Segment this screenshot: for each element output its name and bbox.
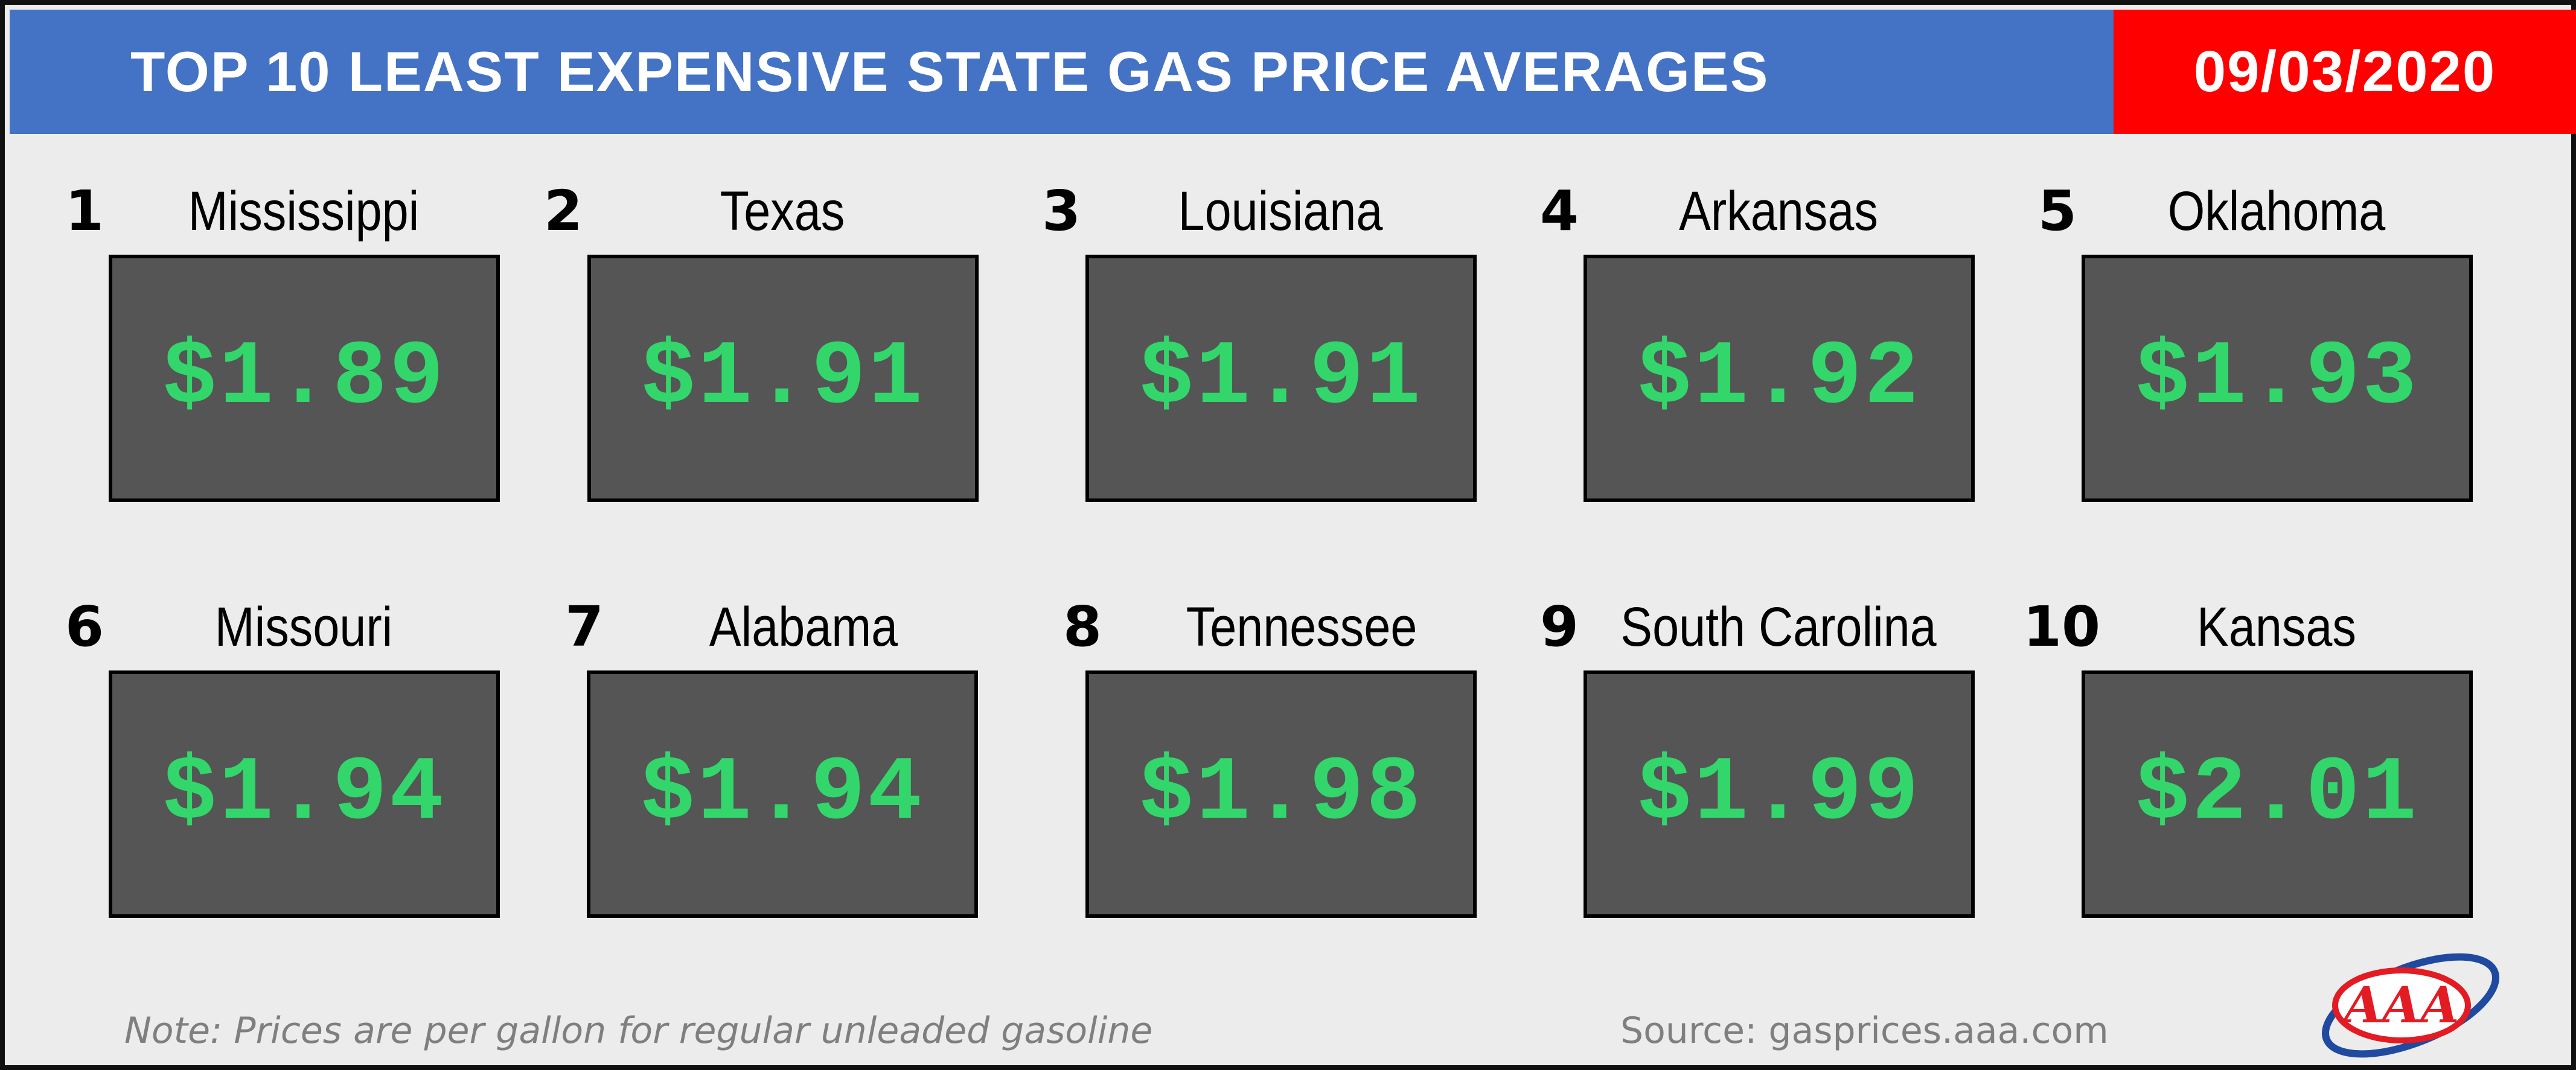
state-name: Missouri	[214, 596, 393, 658]
state-card: 8 Tennessee $1.98	[1063, 599, 1561, 943]
price-value: $1.98	[1139, 743, 1424, 845]
header: TOP 10 LEAST EXPENSIVE STATE GAS PRICE A…	[10, 10, 2576, 134]
price-box: $1.94	[109, 670, 500, 918]
rank-number: 5	[2038, 179, 2077, 243]
price-box: $1.94	[587, 670, 978, 918]
rank-number: 1	[65, 179, 104, 243]
source-label: Source: gasprices.aaa.com	[1620, 1010, 2109, 1052]
price-value: $1.91	[641, 327, 925, 430]
footnote: Note: Prices are per gallon for regular …	[124, 1010, 1153, 1052]
state-card: 5 Oklahoma $1.93	[2038, 183, 2536, 527]
svg-text:AAA: AAA	[2340, 976, 2459, 1034]
price-box: $1.91	[587, 255, 979, 502]
price-box: $2.01	[2082, 670, 2473, 918]
state-name: Mississippi	[188, 180, 420, 242]
price-box: $1.89	[109, 255, 500, 502]
price-box: $1.92	[1584, 255, 1975, 502]
state-card: 10 Kansas $2.01	[2023, 599, 2521, 943]
state-card: 7 Alabama $1.94	[565, 599, 1063, 943]
price-value: $1.93	[2135, 327, 2420, 430]
state-card: 6 Missouri $1.94	[65, 599, 563, 943]
state-name: Louisiana	[1178, 180, 1383, 242]
price-value: $1.99	[1637, 743, 1922, 845]
aaa-logo: AAA	[2321, 953, 2500, 1058]
price-value: $1.89	[162, 327, 447, 430]
price-value: $1.94	[162, 743, 447, 845]
price-box: $1.93	[2082, 255, 2473, 502]
state-card: 2 Texas $1.91	[544, 183, 1042, 527]
price-box: $1.99	[1584, 670, 1975, 918]
state-name: Arkansas	[1679, 180, 1878, 242]
price-box: $1.98	[1085, 670, 1477, 918]
rank-number: 8	[1063, 594, 1102, 659]
title-bar: TOP 10 LEAST EXPENSIVE STATE GAS PRICE A…	[10, 10, 2114, 134]
state-name: South Carolina	[1620, 596, 1937, 658]
rank-number: 9	[1540, 594, 1579, 659]
state-name: Oklahoma	[2167, 180, 2386, 242]
price-value: $1.94	[640, 743, 925, 845]
price-value: $2.01	[2135, 743, 2420, 845]
date-label: 09/03/2020	[2193, 39, 2496, 104]
state-card: 3 Louisiana $1.91	[1042, 183, 1540, 527]
state-name: Alabama	[709, 596, 898, 658]
rank-number: 3	[1042, 179, 1081, 243]
rank-number: 4	[1540, 179, 1579, 243]
price-value: $1.91	[1139, 327, 1424, 430]
state-name: Tennessee	[1186, 596, 1417, 658]
rank-number: 6	[65, 594, 104, 659]
rank-number: 10	[2023, 594, 2101, 659]
date-badge: 09/03/2020	[2114, 10, 2576, 134]
state-name: Texas	[720, 180, 845, 242]
state-card: 4 Arkansas $1.92	[1540, 183, 2038, 527]
rank-number: 7	[565, 594, 604, 659]
state-card: 9 South Carolina $1.99	[1540, 599, 2038, 943]
price-box: $1.91	[1085, 255, 1477, 502]
price-value: $1.92	[1637, 327, 1922, 430]
rank-number: 2	[544, 179, 583, 243]
page-title: TOP 10 LEAST EXPENSIVE STATE GAS PRICE A…	[130, 40, 1769, 103]
state-name: Kansas	[2197, 596, 2356, 658]
state-card: 1 Mississippi $1.89	[65, 183, 563, 527]
